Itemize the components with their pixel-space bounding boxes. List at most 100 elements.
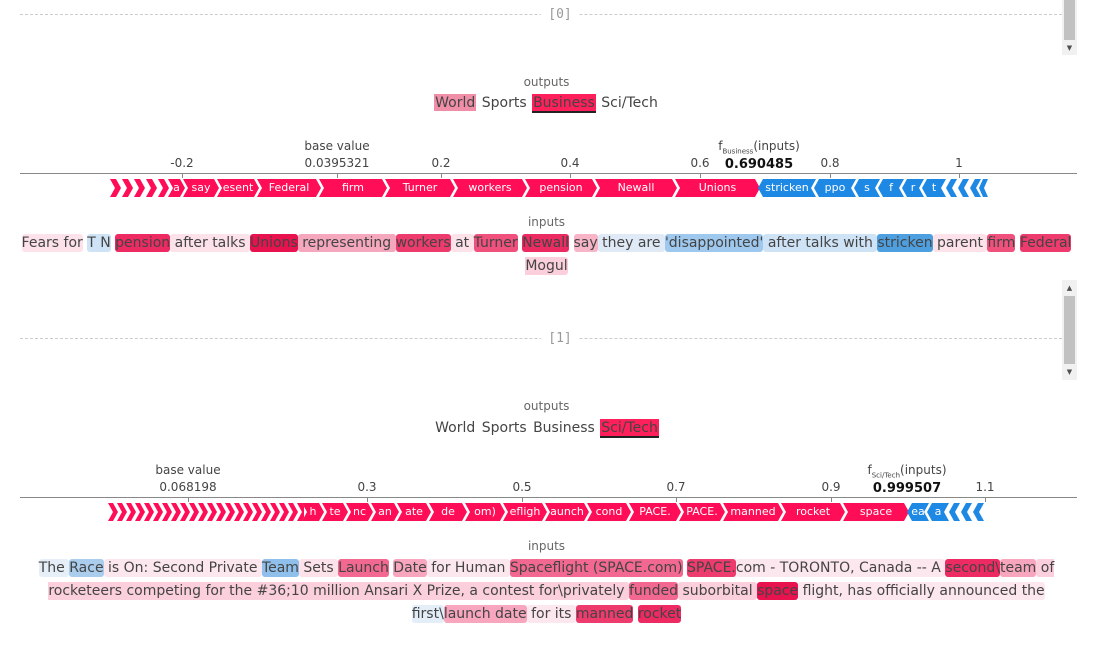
input-token[interactable]: flight, has officially announced the <box>798 582 1045 600</box>
input-token[interactable]: second\ <box>945 559 1000 577</box>
force-segment-pos[interactable]: aunch <box>545 503 589 521</box>
output-scitech[interactable]: Sci/Tech <box>600 419 659 438</box>
input-token[interactable]: com - TORONTO, Canada -- A <box>735 559 946 577</box>
input-token[interactable]: pension <box>115 234 171 252</box>
input-token[interactable]: for Human <box>426 559 510 577</box>
input-token[interactable]: Turner <box>473 234 518 252</box>
force-segment-pos[interactable]: an <box>371 503 399 521</box>
force-segment-pos[interactable]: PACE. <box>679 503 725 521</box>
force-segment-pos[interactable]: Newall <box>595 179 677 197</box>
scrollbar-1[interactable]: ▲ ▼ <box>1062 280 1077 380</box>
input-token[interactable]: launch date <box>443 605 527 623</box>
force-segment-neg[interactable]: s <box>854 179 880 197</box>
force-segment-pos[interactable]: esent <box>217 179 259 197</box>
input-token[interactable]: rocket <box>637 605 682 623</box>
force-segment-neg[interactable]: ea <box>907 503 929 521</box>
force-segment-pos[interactable]: Turner <box>385 179 455 197</box>
input-token[interactable]: Newall <box>522 234 570 252</box>
input-token[interactable]: space <box>757 582 799 600</box>
force-segment-pos[interactable]: ate <box>397 503 431 521</box>
input-token[interactable]: firm <box>987 234 1016 252</box>
input-token[interactable]: at <box>450 234 474 252</box>
force-band: h te nc an ate de om) efligh aunch cond … <box>108 503 990 521</box>
input-token[interactable]: Race <box>69 559 104 577</box>
force-segment-pos[interactable]: space <box>843 503 909 521</box>
input-token[interactable]: say <box>573 234 598 252</box>
input-token[interactable]: Spaceflight (SPACE.com) <box>509 559 683 577</box>
input-token[interactable]: funded <box>628 582 679 600</box>
scroll-thumb-1[interactable] <box>1064 296 1075 364</box>
outputs-row: World Sports Business Sci/Tech <box>0 94 1093 113</box>
output-scitech[interactable]: Sci/Tech <box>601 95 658 111</box>
scroll-thumb-0[interactable] <box>1064 0 1075 40</box>
input-token[interactable]: first\ <box>411 605 444 623</box>
force-segment-neg[interactable]: stricken <box>758 179 816 197</box>
output-world[interactable]: World <box>434 94 477 111</box>
input-token[interactable]: team <box>999 559 1037 577</box>
input-token[interactable]: workers <box>395 234 451 252</box>
input-token[interactable] <box>569 234 573 252</box>
input-token[interactable]: Sets <box>298 559 339 577</box>
output-business[interactable]: Business <box>532 94 596 113</box>
force-segment-pos[interactable]: om) <box>465 503 505 521</box>
output-sports[interactable]: Sports <box>481 95 527 111</box>
input-token[interactable]: The <box>38 559 70 577</box>
force-segment-pos[interactable]: de <box>429 503 467 521</box>
force-segment-pos[interactable]: Unions <box>675 179 760 197</box>
force-segment-pos[interactable]: h <box>302 503 324 521</box>
output-sports[interactable]: Sports <box>481 420 527 436</box>
scrollbar-0[interactable]: ▼ <box>1062 0 1077 55</box>
input-token[interactable]: 'disappointed' <box>664 234 764 252</box>
force-segment-pos[interactable]: manned <box>723 503 783 521</box>
input-token[interactable]: stricken <box>877 234 933 252</box>
base-value: 0.068198 <box>159 480 217 494</box>
force-segment-pos[interactable]: te <box>322 503 348 521</box>
inputs-label: inputs <box>527 215 566 229</box>
force-segment-pos[interactable]: workers <box>453 179 527 197</box>
force-segment-neg[interactable]: r <box>902 179 924 197</box>
input-token[interactable]: is On: Second Private <box>103 559 262 577</box>
output-business[interactable]: Business <box>533 420 595 436</box>
sample-divider-1: [1] <box>20 330 1062 348</box>
force-segment-neg[interactable]: a <box>927 503 949 521</box>
input-token[interactable]: representing <box>297 234 396 252</box>
tick-label: -0.2 <box>170 156 194 170</box>
input-token[interactable]: Team <box>261 559 299 577</box>
force-segment-pos[interactable]: a <box>168 179 185 197</box>
input-token[interactable]: after talks with <box>763 234 878 252</box>
force-segment-pos[interactable]: cond <box>587 503 631 521</box>
scroll-up-arrow-icon[interactable]: ▲ <box>1066 284 1073 292</box>
input-token[interactable]: Launch <box>338 559 389 577</box>
force-segment-pos[interactable]: efligh <box>503 503 547 521</box>
force-segment-pos[interactable]: Federal <box>257 179 321 197</box>
tick-label: 0.3 <box>357 480 377 494</box>
outputs-label: outputs <box>523 399 570 413</box>
force-segment-pos[interactable]: say <box>183 179 219 197</box>
force-segment-pos[interactable]: PACE. <box>629 503 681 521</box>
input-token[interactable]: for its <box>526 605 576 623</box>
force-segment-pos[interactable]: firm <box>319 179 387 197</box>
force-segment-pos[interactable]: nc <box>346 503 373 521</box>
input-token[interactable]: Unions <box>250 234 298 252</box>
input-token[interactable]: suborbital <box>678 582 758 600</box>
scroll-down-arrow-icon[interactable]: ▼ <box>1066 368 1073 376</box>
output-world[interactable]: World <box>435 420 476 436</box>
input-token[interactable]: Federal <box>1019 234 1072 252</box>
input-token[interactable]: T N <box>87 234 111 252</box>
force-segment-pos[interactable]: rocket <box>781 503 845 521</box>
force-segment-neg[interactable]: f <box>878 179 904 197</box>
input-token[interactable]: Date <box>393 559 427 577</box>
input-token[interactable]: SPACE. <box>687 559 736 577</box>
scroll-down-arrow-icon[interactable]: ▼ <box>1066 44 1073 52</box>
base-value-block: base value 0.068198 <box>138 463 238 494</box>
input-token[interactable]: Mogul <box>525 257 568 275</box>
input-token[interactable]: manned <box>575 605 634 623</box>
axis-tick <box>959 173 960 178</box>
input-token[interactable]: parent <box>932 234 988 252</box>
force-segment-pos[interactable]: pension <box>525 179 597 197</box>
input-token[interactable]: Fears for <box>21 234 83 252</box>
input-token[interactable]: after talks <box>170 234 251 252</box>
force-segment-neg[interactable]: ppo <box>814 179 856 197</box>
input-token[interactable]: they are <box>597 234 665 252</box>
force-segment-neg[interactable]: t <box>922 179 946 197</box>
